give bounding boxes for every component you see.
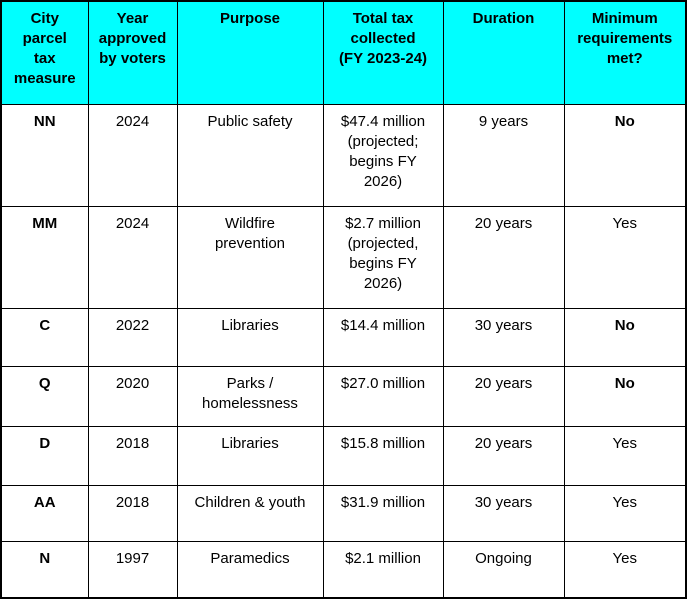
cell-duration: Ongoing bbox=[442, 540, 565, 599]
column-header-purpose: Purpose bbox=[176, 0, 324, 105]
table-row-measure-d: D 2018 Libraries $15.8 million 20 years … bbox=[0, 425, 687, 486]
table-row-measure-nn: NN 2024 Public safety $47.4 million (pro… bbox=[0, 103, 687, 207]
cell-year: 2018 bbox=[87, 484, 178, 542]
table-row-measure-c: C 2022 Libraries $14.4 million 30 years … bbox=[0, 307, 687, 367]
table-row-measure-n: N 1997 Paramedics $2.1 million Ongoing Y… bbox=[0, 540, 687, 599]
cell-total-tax: $14.4 million bbox=[322, 307, 444, 367]
cell-purpose: Public safety bbox=[176, 103, 324, 207]
cell-duration: 20 years bbox=[442, 205, 565, 309]
cell-year: 2020 bbox=[87, 365, 178, 427]
table-row-measure-mm: MM 2024 Wildfire prevention $2.7 million… bbox=[0, 205, 687, 309]
column-header-year-approved: Year approved by voters bbox=[87, 0, 178, 105]
cell-year: 2024 bbox=[87, 103, 178, 207]
cell-year: 2024 bbox=[87, 205, 178, 309]
cell-year: 1997 bbox=[87, 540, 178, 599]
cell-requirements-met: Yes bbox=[563, 425, 687, 486]
cell-purpose: Libraries bbox=[176, 307, 324, 367]
cell-measure: AA bbox=[0, 484, 89, 542]
cell-measure: N bbox=[0, 540, 89, 599]
column-header-city-parcel-tax-measure: City parcel tax measure bbox=[0, 0, 89, 105]
header-row: City parcel tax measure Year approved by… bbox=[0, 0, 687, 105]
cell-purpose: Parks / homelessness bbox=[176, 365, 324, 427]
cell-requirements-met: Yes bbox=[563, 484, 687, 542]
cell-measure: C bbox=[0, 307, 89, 367]
cell-requirements-met: No bbox=[563, 307, 687, 367]
cell-duration: 30 years bbox=[442, 307, 565, 367]
cell-total-tax: $31.9 million bbox=[322, 484, 444, 542]
column-header-total-tax-collected: Total tax collected (FY 2023-24) bbox=[322, 0, 444, 105]
cell-purpose: Children & youth bbox=[176, 484, 324, 542]
cell-total-tax: $27.0 million bbox=[322, 365, 444, 427]
cell-measure: D bbox=[0, 425, 89, 486]
cell-requirements-met: No bbox=[563, 365, 687, 427]
cell-purpose: Paramedics bbox=[176, 540, 324, 599]
cell-total-tax: $2.7 million (projected, begins FY 2026) bbox=[322, 205, 444, 309]
table-row-measure-aa: AA 2018 Children & youth $31.9 million 3… bbox=[0, 484, 687, 542]
cell-duration: 20 years bbox=[442, 425, 565, 486]
cell-requirements-met: No bbox=[563, 103, 687, 207]
cell-duration: 30 years bbox=[442, 484, 565, 542]
cell-duration: 9 years bbox=[442, 103, 565, 207]
cell-year: 2018 bbox=[87, 425, 178, 486]
cell-total-tax: $2.1 million bbox=[322, 540, 444, 599]
cell-measure: MM bbox=[0, 205, 89, 309]
cell-total-tax: $47.4 million (projected; begins FY 2026… bbox=[322, 103, 444, 207]
cell-year: 2022 bbox=[87, 307, 178, 367]
cell-purpose: Libraries bbox=[176, 425, 324, 486]
cell-requirements-met: Yes bbox=[563, 540, 687, 599]
cell-measure: Q bbox=[0, 365, 89, 427]
table-row-measure-q: Q 2020 Parks / homelessness $27.0 millio… bbox=[0, 365, 687, 427]
column-header-minimum-requirements: Minimum requirements met? bbox=[563, 0, 687, 105]
cell-purpose: Wildfire prevention bbox=[176, 205, 324, 309]
cell-requirements-met: Yes bbox=[563, 205, 687, 309]
cell-duration: 20 years bbox=[442, 365, 565, 427]
cell-measure: NN bbox=[0, 103, 89, 207]
cell-total-tax: $15.8 million bbox=[322, 425, 444, 486]
column-header-duration: Duration bbox=[442, 0, 565, 105]
